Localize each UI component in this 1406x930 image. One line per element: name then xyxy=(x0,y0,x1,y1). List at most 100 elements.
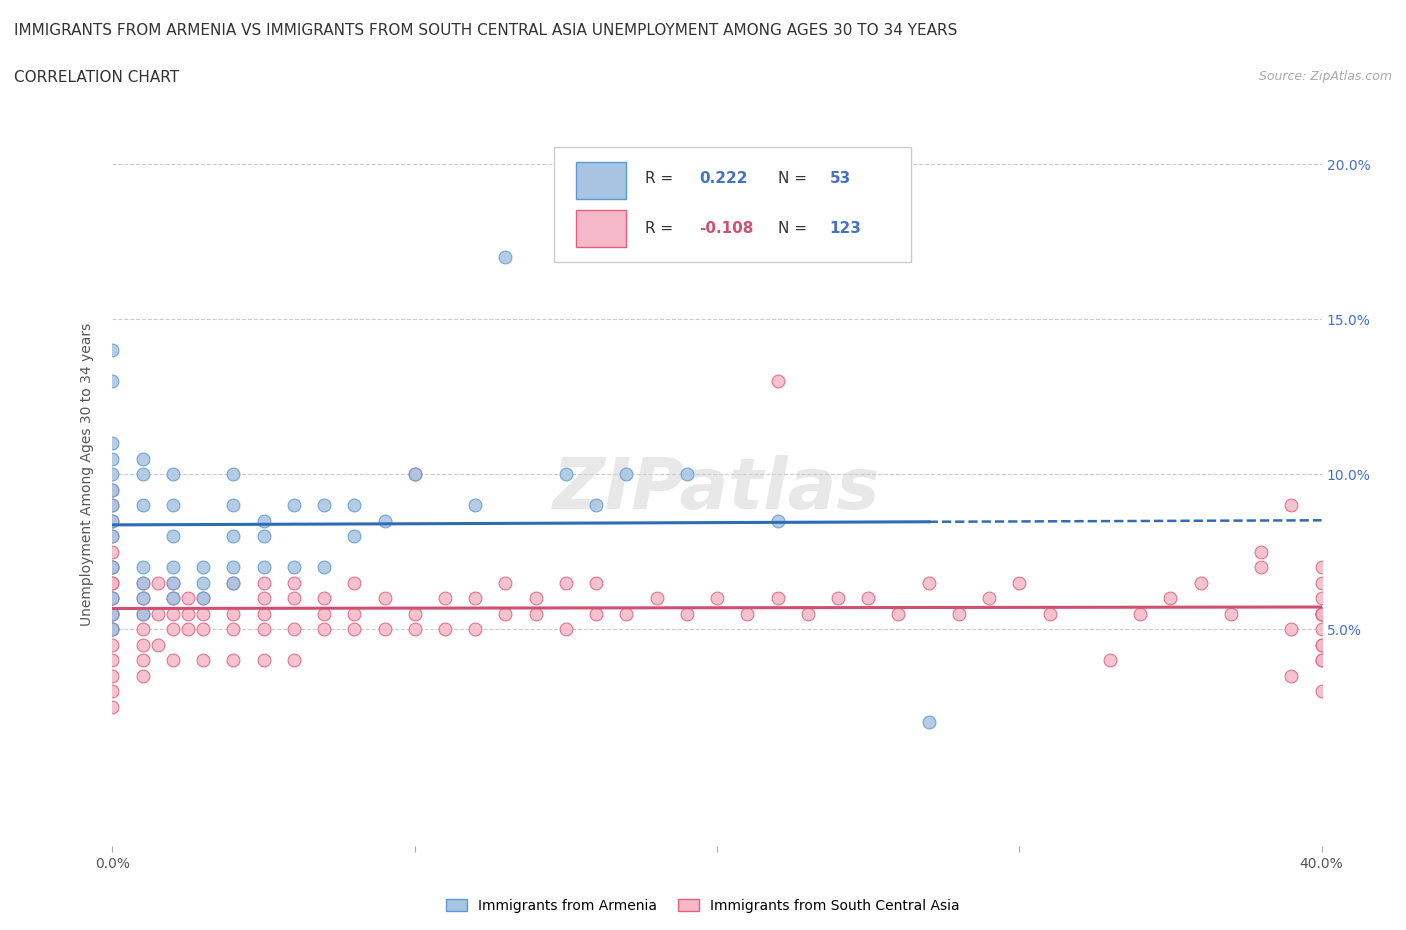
Point xyxy=(585,576,607,591)
Point xyxy=(554,576,576,591)
Point xyxy=(101,653,124,668)
Text: N =: N = xyxy=(778,221,811,236)
Point xyxy=(101,343,124,358)
Point xyxy=(253,622,276,637)
Point xyxy=(404,467,426,482)
Point xyxy=(101,374,124,389)
Point xyxy=(1310,653,1333,668)
Point xyxy=(191,591,214,605)
Point xyxy=(101,529,124,544)
Point xyxy=(918,715,941,730)
Y-axis label: Unemployment Among Ages 30 to 34 years: Unemployment Among Ages 30 to 34 years xyxy=(80,323,94,626)
Point xyxy=(132,560,155,575)
Point xyxy=(162,653,184,668)
Point xyxy=(101,560,124,575)
Point xyxy=(162,591,184,605)
Point xyxy=(132,576,155,591)
Point xyxy=(222,606,245,621)
Point xyxy=(283,498,305,512)
Point xyxy=(191,653,214,668)
Point xyxy=(101,591,124,605)
Point xyxy=(1310,560,1333,575)
Text: R =: R = xyxy=(644,221,678,236)
Point xyxy=(374,591,396,605)
Point xyxy=(1250,560,1272,575)
Point xyxy=(404,622,426,637)
Point xyxy=(283,591,305,605)
Point xyxy=(1310,606,1333,621)
Point xyxy=(887,606,910,621)
Legend: Immigrants from Armenia, Immigrants from South Central Asia: Immigrants from Armenia, Immigrants from… xyxy=(440,894,966,919)
Point xyxy=(132,591,155,605)
Point xyxy=(132,669,155,684)
Point xyxy=(1008,576,1031,591)
Point xyxy=(162,606,184,621)
Point xyxy=(222,653,245,668)
Point xyxy=(404,606,426,621)
Point xyxy=(101,591,124,605)
Point xyxy=(101,498,124,512)
Text: 53: 53 xyxy=(830,171,851,186)
FancyBboxPatch shape xyxy=(554,147,911,262)
Point xyxy=(222,576,245,591)
Point xyxy=(101,606,124,621)
Point xyxy=(343,622,366,637)
Point xyxy=(283,622,305,637)
Point xyxy=(101,560,124,575)
Point xyxy=(101,669,124,684)
Point xyxy=(343,498,366,512)
Point xyxy=(675,467,697,482)
Point xyxy=(191,606,214,621)
Point xyxy=(675,606,697,621)
Point xyxy=(101,606,124,621)
Point xyxy=(101,436,124,451)
Point xyxy=(177,606,200,621)
Text: 123: 123 xyxy=(830,221,862,236)
Point xyxy=(146,606,169,621)
Point xyxy=(191,622,214,637)
Point xyxy=(162,576,184,591)
Point xyxy=(132,637,155,652)
Text: Source: ZipAtlas.com: Source: ZipAtlas.com xyxy=(1258,70,1392,83)
Point xyxy=(314,622,336,637)
Point xyxy=(101,529,124,544)
Point xyxy=(101,483,124,498)
Point xyxy=(222,560,245,575)
Point xyxy=(464,591,486,605)
Point xyxy=(222,622,245,637)
Point xyxy=(222,576,245,591)
Point xyxy=(283,653,305,668)
Point xyxy=(1310,576,1333,591)
Point xyxy=(162,498,184,512)
Bar xyxy=(575,162,626,199)
Point xyxy=(146,637,169,652)
Point xyxy=(766,591,789,605)
Point xyxy=(101,591,124,605)
Point xyxy=(101,467,124,482)
Point xyxy=(222,467,245,482)
Point xyxy=(162,560,184,575)
Point xyxy=(253,560,276,575)
Point xyxy=(585,498,607,512)
Point xyxy=(1279,622,1302,637)
Point xyxy=(162,467,184,482)
Point xyxy=(162,591,184,605)
Point xyxy=(1310,637,1333,652)
Point xyxy=(524,606,547,621)
Point xyxy=(1189,576,1212,591)
Text: IMMIGRANTS FROM ARMENIA VS IMMIGRANTS FROM SOUTH CENTRAL ASIA UNEMPLOYMENT AMONG: IMMIGRANTS FROM ARMENIA VS IMMIGRANTS FR… xyxy=(14,23,957,38)
Point xyxy=(253,591,276,605)
Point xyxy=(132,591,155,605)
Point xyxy=(554,467,576,482)
Point xyxy=(101,560,124,575)
Point xyxy=(283,576,305,591)
Point xyxy=(132,653,155,668)
Point xyxy=(101,513,124,528)
Point xyxy=(101,699,124,714)
Point xyxy=(343,529,366,544)
Point xyxy=(766,374,789,389)
Point xyxy=(1038,606,1062,621)
Text: R =: R = xyxy=(644,171,678,186)
Point xyxy=(132,576,155,591)
Point xyxy=(343,606,366,621)
